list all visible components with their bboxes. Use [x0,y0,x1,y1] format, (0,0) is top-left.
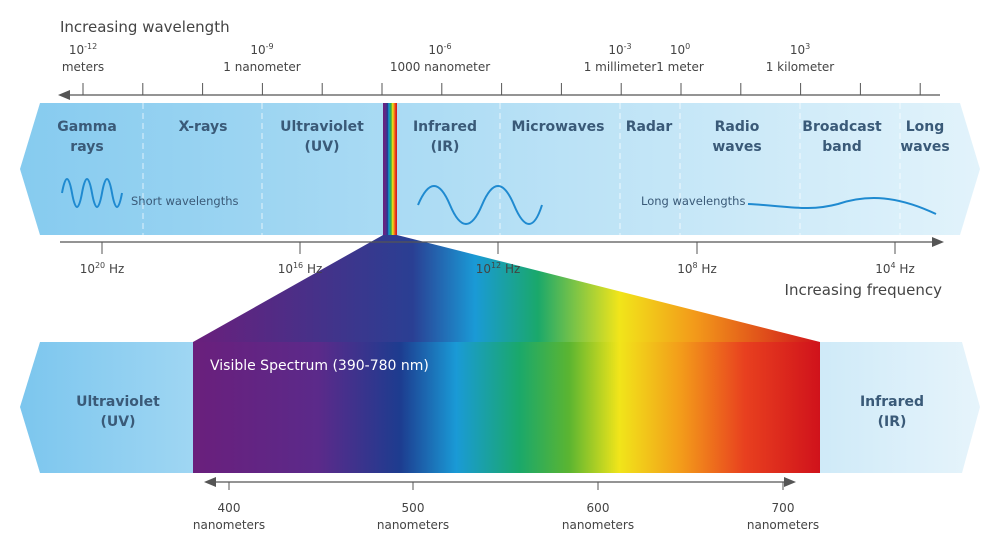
nm-tick-value: 500 [402,501,425,515]
band-label-line2: (UV) [305,139,340,155]
band-label: Radar [626,119,673,135]
band-label-line2: rays [70,139,103,155]
visible-spectrum-fan [193,235,820,342]
wavelength-tick-exponent: 100 [670,42,690,57]
short-wavelength-label: Short wavelengths [131,194,239,208]
band-label: Radio [715,119,760,135]
frequency-tick-label: 104 Hz [875,261,915,276]
frequency-tick-label: 108 Hz [677,261,717,276]
band-label: Gamma [57,119,117,135]
nm-tick-unit: nanometers [377,518,449,532]
long-wave-icon [747,197,937,215]
nm-tick-unit: nanometers [747,518,819,532]
ir-label: Infrared [860,394,924,410]
frequency-tick-label: 1020 Hz [80,261,125,276]
infrared-wave-icon [417,185,543,225]
long-wavelength-label: Long wavelengths [641,194,745,208]
band-label: X-rays [179,119,228,135]
visible-spectrum-band [193,342,820,473]
band-dividers [142,103,901,235]
frequency-tick-label: 1012 Hz [476,261,521,276]
wavelength-tick-exponent: 10-12 [69,42,97,57]
wavelength-axis-title: Increasing wavelength [60,18,230,36]
nm-left-arrow-icon [204,477,216,487]
wavelength-tick-label: 1 kilometer [766,60,835,74]
band-label: Infrared [413,119,477,135]
wavelength-tick-exponent: 10-3 [608,42,631,57]
uv-band [20,342,193,473]
band-labels: Gamma rays X-rays Ultraviolet (UV) Infrared (I… [57,119,949,155]
wavelength-tick-label: 1 millimeter [584,60,657,74]
band-label: Ultraviolet [280,119,364,135]
visible-spectrum-title: Visible Spectrum (390-780 nm) [210,358,429,374]
wavelength-tick-marks [82,83,921,95]
ir-band [820,342,980,473]
uv-label-abbr: (UV) [101,414,136,430]
frequency-ticks: 1020 Hz 1016 Hz 1012 Hz 108 Hz 104 Hz [80,242,915,276]
band-label: Microwaves [512,119,605,135]
visible-slice-strip [383,103,397,235]
wavelength-tick-label: meters [62,60,104,74]
nanometer-ticks: 400 nanometers 500 nanometers 600 nanometers 7… [193,482,819,532]
wavelength-tick-exponent: 103 [790,42,810,57]
frequency-axis-title: Increasing frequency [785,281,943,299]
wavelength-tick-exponent: 10-6 [428,42,451,57]
wavelength-tick-label: 1 meter [656,60,704,74]
band-label-line2: waves [712,139,761,155]
band-label-line2: band [822,139,861,155]
wavelength-tick-label: 1 nanometer [223,60,301,74]
wavelength-tick-labels: 10-12 meters 10-9 1 nanometer 10-6 1000 nanom… [62,42,834,74]
wavelength-tick-exponent: 10-9 [250,42,273,57]
nm-tick-value: 600 [587,501,610,515]
band-label-line2: (IR) [431,139,460,155]
frequency-arrow-icon [932,237,944,247]
wavelength-tick-label: 1000 nanometer [390,60,490,74]
short-wave-icon [61,178,123,208]
wavelength-arrow-icon [58,90,70,100]
nm-tick-value: 700 [772,501,795,515]
nm-tick-value: 400 [218,501,241,515]
nm-tick-unit: nanometers [562,518,634,532]
band-label: Broadcast [802,119,882,135]
band-label-line2: waves [900,139,949,155]
band-label: Long [906,119,945,135]
ir-label-abbr: (IR) [878,414,907,430]
nm-tick-unit: nanometers [193,518,265,532]
frequency-tick-label: 1016 Hz [278,261,323,276]
nm-right-arrow-icon [784,477,796,487]
uv-label: Ultraviolet [76,394,160,410]
